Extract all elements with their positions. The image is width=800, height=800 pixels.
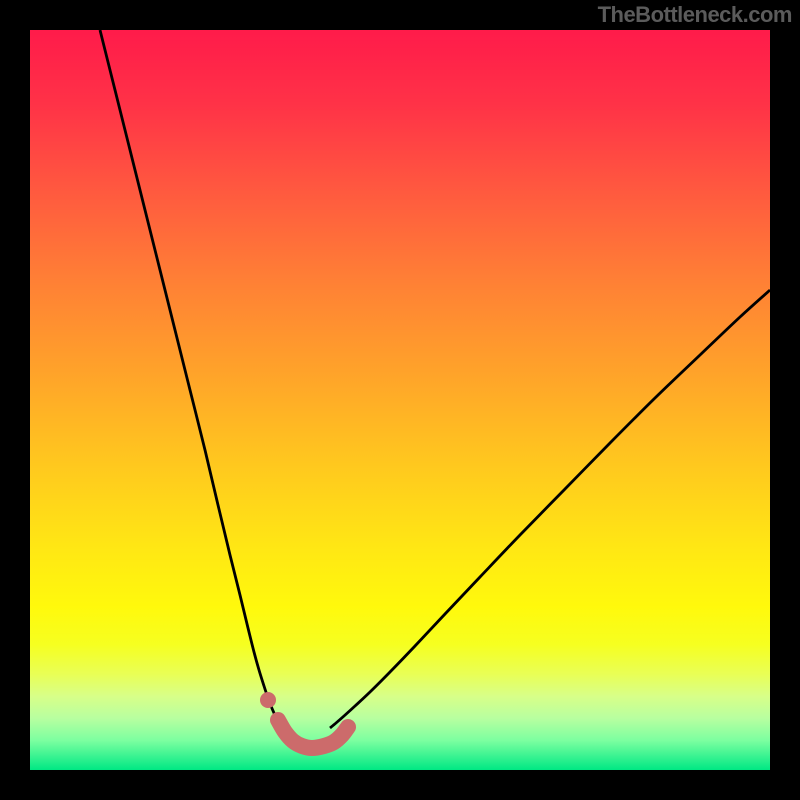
- plot-area: [30, 30, 770, 770]
- left-curve-path: [100, 30, 283, 728]
- valley-highlight-path: [278, 720, 348, 748]
- curve-layer: [30, 30, 770, 770]
- valley-highlight-dot: [260, 692, 276, 708]
- right-curve-path: [330, 290, 770, 728]
- watermark-text: TheBottleneck.com: [598, 2, 792, 28]
